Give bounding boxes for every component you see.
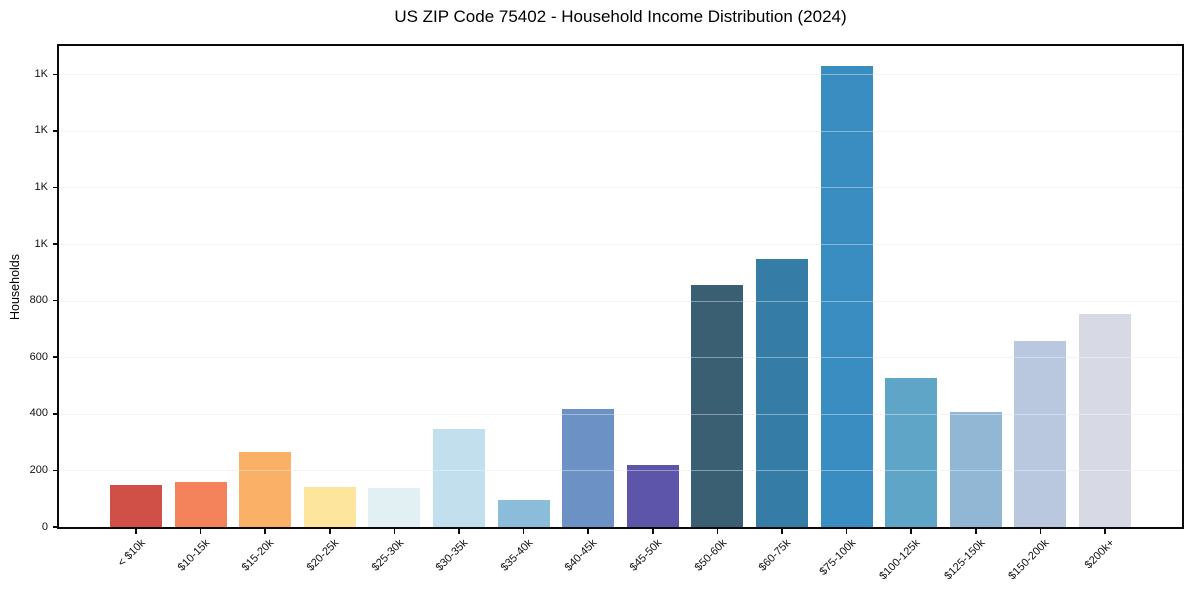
- y-tick-label-1000: 1K: [34, 237, 48, 250]
- chart-title: US ZIP Code 75402 - Household Income Dis…: [394, 7, 847, 26]
- x-tick-mark-$50-60k: [716, 529, 719, 534]
- gridline-200: [59, 470, 1182, 472]
- bar-$30-35k: [433, 428, 485, 527]
- gridline-overlay-1000: [59, 244, 1182, 246]
- y-tick-mark-800: [53, 299, 57, 302]
- gridline-400: [59, 413, 1182, 415]
- y-tick-mark-1400: [53, 130, 57, 132]
- bar-$75-100k: [820, 65, 873, 527]
- x-tick-label-$50-60k: $50-60k: [692, 537, 729, 574]
- x-tick-label-$30-35k: $30-35k: [433, 537, 471, 574]
- x-tick-mark-< $10k: [135, 529, 137, 534]
- bar-$200k+: [1079, 314, 1131, 527]
- y-tick-mark-600: [53, 356, 57, 358]
- x-tick-label-$15-20k: $15-20k: [240, 537, 277, 574]
- plot-area: [57, 44, 1184, 529]
- gridline-1000: [59, 244, 1182, 246]
- gridline-overlay-1600: [59, 74, 1182, 76]
- x-tick-mark-$200k+: [1104, 529, 1106, 534]
- bar-$100-125k: [885, 378, 938, 527]
- gridline-600: [59, 357, 1182, 359]
- x-tick-mark-$45-50k: [652, 529, 654, 534]
- gridline-overlay-1200: [59, 187, 1182, 189]
- x-tick-label-$100-125k: $100-125k: [877, 537, 923, 583]
- y-tick-mark-200: [53, 469, 57, 472]
- x-tick-mark-$35-40k: [522, 529, 525, 534]
- bar-$45-50k: [626, 464, 679, 527]
- x-tick-label-$125-150k: $125-150k: [942, 537, 988, 583]
- bar-$125-150k: [949, 411, 1002, 527]
- gridline-1600: [59, 74, 1182, 76]
- y-tick-label-400: 400: [29, 407, 48, 420]
- gridline-overlay-800: [59, 300, 1182, 302]
- bar-$35-40k: [497, 499, 550, 527]
- x-tick-mark-$125-150k: [975, 529, 977, 534]
- y-tick-mark-0: [53, 526, 57, 528]
- bar-$40-45k: [562, 408, 615, 527]
- x-tick-mark-$20-25k: [329, 529, 331, 534]
- y-tick-mark-400: [53, 413, 57, 415]
- x-tick-label-$45-50k: $45-50k: [627, 537, 665, 574]
- x-tick-mark-$150-200k: [1039, 529, 1042, 534]
- x-tick-label-$150-200k: $150-200k: [1006, 537, 1052, 583]
- y-tick-mark-1000: [53, 243, 57, 245]
- bar-$25-30k: [368, 487, 421, 527]
- y-tick-mark-1600: [53, 73, 57, 76]
- bar-< $10k: [110, 484, 162, 527]
- x-tick-mark-$40-45k: [587, 529, 589, 534]
- x-tick-mark-$10-15k: [199, 529, 202, 534]
- x-tick-mark-$25-30k: [393, 529, 396, 534]
- x-tick-mark-$30-35k: [458, 529, 460, 534]
- gridline-1200: [59, 187, 1182, 189]
- y-tick-label-1400: 1K: [34, 124, 48, 137]
- y-axis-label: Households: [8, 253, 22, 321]
- bar-$150-200k: [1014, 341, 1067, 527]
- bar-$50-60k: [691, 285, 744, 527]
- y-tick-label-1200: 1K: [34, 180, 48, 193]
- x-tick-mark-$75-100k: [845, 529, 848, 534]
- x-tick-mark-$100-125k: [910, 529, 912, 534]
- gridline-overlay-200: [59, 470, 1182, 472]
- x-tick-label-$60-75k: $60-75k: [756, 537, 794, 574]
- x-tick-label-$25-30k: $25-30k: [369, 537, 406, 574]
- gridline-1400: [59, 130, 1182, 132]
- y-tick-label-200: 200: [29, 463, 48, 476]
- x-tick-mark-$15-20k: [264, 529, 266, 534]
- gridline-overlay-600: [59, 357, 1182, 359]
- bar-$20-25k: [303, 487, 356, 527]
- y-tick-label-1600: 1K: [34, 67, 48, 80]
- x-tick-label-$20-25k: $20-25k: [304, 537, 342, 574]
- x-tick-label-$40-45k: $40-45k: [563, 537, 600, 574]
- y-tick-mark-1200: [53, 186, 57, 189]
- x-tick-mark-$60-75k: [781, 529, 783, 534]
- y-tick-label-800: 800: [29, 294, 48, 307]
- x-tick-label-< $10k: < $10k: [115, 537, 148, 570]
- bar-$15-20k: [239, 451, 292, 527]
- gridline-overlay-1400: [59, 130, 1182, 132]
- x-tick-label-$35-40k: $35-40k: [498, 537, 536, 574]
- bar-$60-75k: [756, 258, 808, 527]
- gridline-overlay-400: [59, 413, 1182, 415]
- x-tick-label-$75-100k: $75-100k: [817, 537, 859, 578]
- y-tick-label-0: 0: [41, 520, 48, 533]
- y-tick-label-600: 600: [29, 350, 48, 363]
- bar-$10-15k: [174, 482, 227, 527]
- gridline-800: [59, 300, 1182, 302]
- x-tick-label-$200k+: $200k+: [1082, 537, 1117, 572]
- x-tick-label-$10-15k: $10-15k: [175, 537, 213, 574]
